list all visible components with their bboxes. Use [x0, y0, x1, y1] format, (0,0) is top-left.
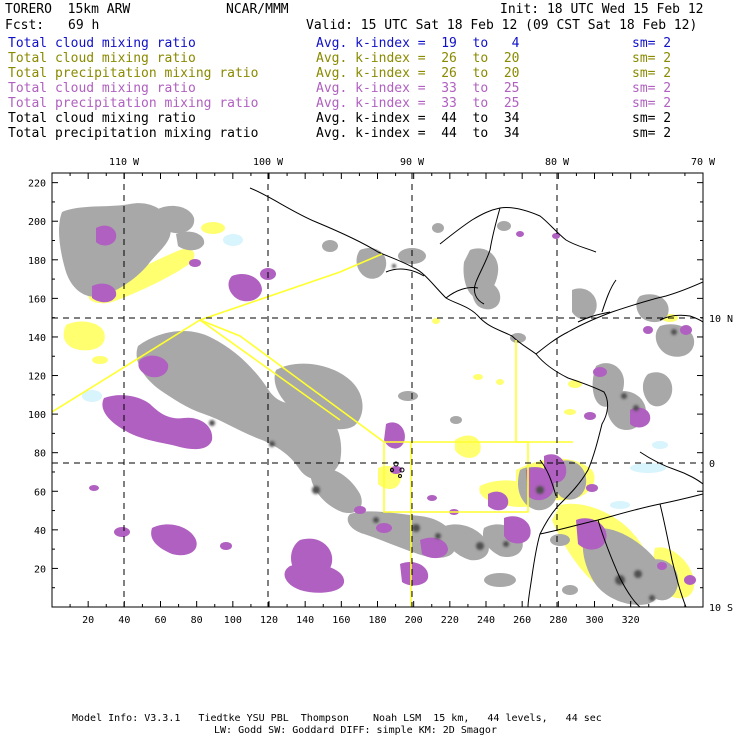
axis-ticks [52, 173, 703, 607]
x-tick-label: 260 [513, 615, 531, 626]
model-info: Model Info: V3.3.1 Tiedtke YSU PBL Thomp… [72, 713, 602, 724]
y-tick-label: 160 [28, 294, 46, 305]
x-tick-label: 180 [368, 615, 386, 626]
legend-row: Total cloud mixing ratio Avg. k-index = … [0, 51, 740, 66]
legend-row: Total cloud mixing ratio Avg. k-index = … [0, 36, 740, 51]
forecast-hour: 69 h [68, 18, 100, 33]
legend-smoothing: sm= 2 [632, 96, 672, 111]
longitude-label: 100 W [253, 157, 284, 168]
legend-kindex: Avg. k-index = 33 to 25 [316, 96, 520, 111]
model-name: TORERO 15km ARW [5, 2, 131, 17]
x-tick-label: 100 [224, 615, 242, 626]
coastlines [249, 187, 703, 607]
x-tick-label: 200 [405, 615, 423, 626]
x-tick-label: 140 [296, 615, 314, 626]
legend-field: Total cloud mixing ratio [8, 111, 196, 126]
legend-field: Total cloud mixing ratio [8, 36, 196, 51]
y-tick-label: 100 [28, 410, 46, 421]
x-tick-label: 240 [477, 615, 495, 626]
x-tick-label: 220 [441, 615, 459, 626]
legend-smoothing: sm= 2 [632, 111, 672, 126]
x-tick-label: 120 [260, 615, 278, 626]
cyan-cloud-field [82, 231, 668, 551]
legend-field: Total precipitation mixing ratio [8, 66, 259, 81]
organization: NCAR/MMM [226, 2, 289, 17]
legend-smoothing: sm= 2 [632, 126, 672, 141]
x-tick-label: 80 [191, 615, 203, 626]
legend-row: Total cloud mixing ratio Avg. k-index = … [0, 111, 740, 126]
physics-info: LW: Godd SW: Goddard DIFF: simple KM: 2D… [214, 725, 497, 736]
legend-row: Total cloud mixing ratio Avg. k-index = … [0, 81, 740, 96]
legend-field: Total cloud mixing ratio [8, 81, 196, 96]
y-tick-label: 60 [34, 487, 46, 498]
y-tick-label: 120 [28, 372, 46, 383]
x-tick-label: 160 [332, 615, 350, 626]
y-tick-label: 20 [34, 564, 46, 575]
lat-lon-grid [52, 173, 703, 607]
latitude-label: 10 S [709, 603, 733, 614]
y-tick-label: 40 [34, 526, 46, 537]
legend-field: Total precipitation mixing ratio [8, 126, 259, 141]
legend-field: Total cloud mixing ratio [8, 51, 196, 66]
longitude-label: 80 W [545, 157, 570, 168]
y-tick-label: 80 [34, 449, 46, 460]
longitude-label: 90 W [400, 157, 425, 168]
legend-kindex: Avg. k-index = 44 to 34 [316, 126, 520, 141]
legend-smoothing: sm= 2 [632, 66, 672, 81]
purple-precip-field [89, 225, 696, 593]
legend-row: Total precipitation mixing ratio Avg. k-… [0, 96, 740, 111]
y-tick-label: 180 [28, 256, 46, 267]
legend-smoothing: sm= 2 [632, 81, 672, 96]
latitude-label: 0 [709, 459, 715, 470]
x-tick-label: 300 [585, 615, 603, 626]
valid-time: Valid: 15 UTC Sat 18 Feb 12 (09 CST Sat … [306, 18, 698, 33]
y-tick-label: 200 [28, 217, 46, 228]
legend-field: Total precipitation mixing ratio [8, 96, 259, 111]
latitude-label: 10 N [709, 314, 733, 325]
y-tick-label: 140 [28, 333, 46, 344]
longitude-label: 110 W [109, 157, 140, 168]
legend-row: Total precipitation mixing ratio Avg. k-… [0, 66, 740, 81]
legend-kindex: Avg. k-index = 26 to 20 [316, 66, 520, 81]
legend-kindex: Avg. k-index = 19 to 4 [316, 36, 520, 51]
legend-row: Total precipitation mixing ratio Avg. k-… [0, 126, 740, 141]
x-tick-label: 20 [82, 615, 94, 626]
cross-section-lines [52, 253, 573, 607]
x-tick-label: 320 [622, 615, 640, 626]
legend-smoothing: sm= 2 [632, 36, 672, 51]
legend-kindex: Avg. k-index = 44 to 34 [316, 111, 520, 126]
x-tick-label: 40 [118, 615, 130, 626]
x-tick-label: 60 [154, 615, 166, 626]
x-tick-label: 280 [549, 615, 567, 626]
longitude-label: 70 W [691, 157, 716, 168]
legend-kindex: Avg. k-index = 26 to 20 [316, 51, 520, 66]
legend-kindex: Avg. k-index = 33 to 25 [316, 81, 520, 96]
y-tick-label: 220 [28, 179, 46, 190]
init-time: Init: 18 UTC Wed 15 Feb 12 [500, 2, 704, 17]
axis-labels: 20 40 60 80 100 120 140 160 180 200 220 240 260 280 30… [28, 157, 733, 626]
forecast-label: Fcst: [5, 18, 45, 33]
legend-smoothing: sm= 2 [632, 51, 672, 66]
